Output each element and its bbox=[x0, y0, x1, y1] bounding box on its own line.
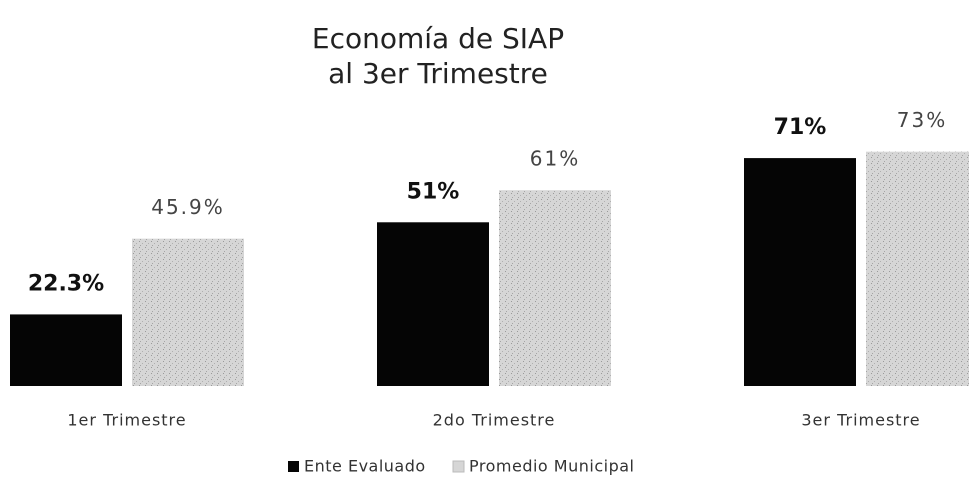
bar bbox=[744, 158, 856, 386]
data-label: 61% bbox=[530, 147, 580, 171]
x-tick-label: 2do Trimestre bbox=[433, 411, 556, 430]
data-label: 45.9% bbox=[151, 195, 225, 219]
bar bbox=[377, 222, 489, 386]
x-tick-label: 3er Trimestre bbox=[801, 411, 920, 430]
legend-swatch bbox=[288, 461, 299, 472]
bar-texture bbox=[866, 151, 969, 386]
bar-texture bbox=[132, 238, 244, 386]
legend-label: Promedio Municipal bbox=[469, 457, 634, 476]
x-tick-label: 1er Trimestre bbox=[67, 411, 186, 430]
data-label: 71% bbox=[774, 115, 827, 140]
data-label: 51% bbox=[407, 179, 460, 204]
data-label: 22.3% bbox=[28, 271, 104, 296]
bar bbox=[10, 314, 122, 386]
legend-label: Ente Evaluado bbox=[304, 457, 426, 476]
legend-swatch bbox=[452, 460, 465, 473]
chart-title: al 3er Trimestre bbox=[328, 57, 548, 90]
chart-title: Economía de SIAP bbox=[312, 22, 564, 55]
data-label: 73% bbox=[897, 108, 947, 132]
bar-texture bbox=[499, 190, 611, 386]
